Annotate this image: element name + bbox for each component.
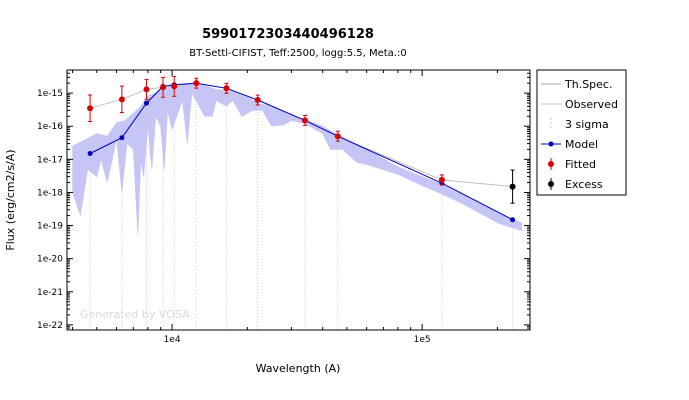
y-axis-label: Flux (erg/cm2/s/A) (4, 149, 17, 250)
y-tick-label: 1e-20 (37, 255, 63, 265)
legend-label: Fitted (565, 158, 596, 171)
model-point (119, 135, 125, 141)
legend-marker (548, 181, 554, 187)
fitted-point (171, 83, 178, 90)
legend-label: Th.Spec. (564, 78, 612, 91)
model-line (89, 82, 513, 221)
fitted-point (334, 133, 341, 140)
legend-label: Observed (565, 98, 618, 111)
fitted-point (87, 105, 94, 112)
excess-point (509, 183, 516, 190)
x-tick-label: 1e4 (164, 335, 181, 345)
y-tick-label: 1e-16 (37, 122, 63, 132)
fitted-point (223, 85, 230, 92)
fitted-point (438, 176, 445, 183)
model-point (87, 151, 93, 157)
y-tick-label: 1e-17 (37, 155, 63, 165)
y-tick-label: 1e-21 (37, 288, 63, 298)
theoretical-spectrum (72, 82, 522, 236)
fitted-point (301, 117, 308, 124)
y-tick-label: 1e-15 (37, 89, 63, 99)
legend-label: 3 sigma (565, 118, 609, 131)
legend-label: Model (565, 138, 598, 151)
legend: Th.Spec. Observed 3 sigma Model Fitted Excess (536, 69, 627, 196)
x-axis-label: Wavelength (A) (256, 362, 341, 375)
watermark: Generated by VOSA (80, 308, 190, 321)
plot-area (72, 75, 522, 330)
chart-title: 5990172303440496128 (202, 27, 374, 42)
axes: 1e4 1e5 1e-15 1e-16 1e-17 1e-18 1e-19 1e-20 1e-2… (37, 69, 531, 345)
y-tick-label: 1e-22 (37, 321, 63, 331)
fitted-point (160, 84, 167, 91)
model-point (143, 100, 149, 106)
legend-marker (548, 161, 554, 167)
y-tick-label: 1e-19 (37, 222, 63, 232)
y-tick-label: 1e-18 (37, 188, 63, 198)
x-tick-label: 1e5 (414, 335, 431, 345)
legend-box (536, 69, 627, 196)
fitted-point (143, 86, 150, 93)
fitted-point (193, 80, 200, 87)
model-point (510, 217, 516, 223)
chart-subtitle: BT-Settl-CIFIST, Teff:2500, logg:5.5, Me… (189, 48, 406, 59)
legend-marker (548, 141, 554, 147)
legend-label: Excess (565, 178, 603, 191)
fitted-point (254, 97, 261, 104)
fitted-point (118, 96, 125, 103)
